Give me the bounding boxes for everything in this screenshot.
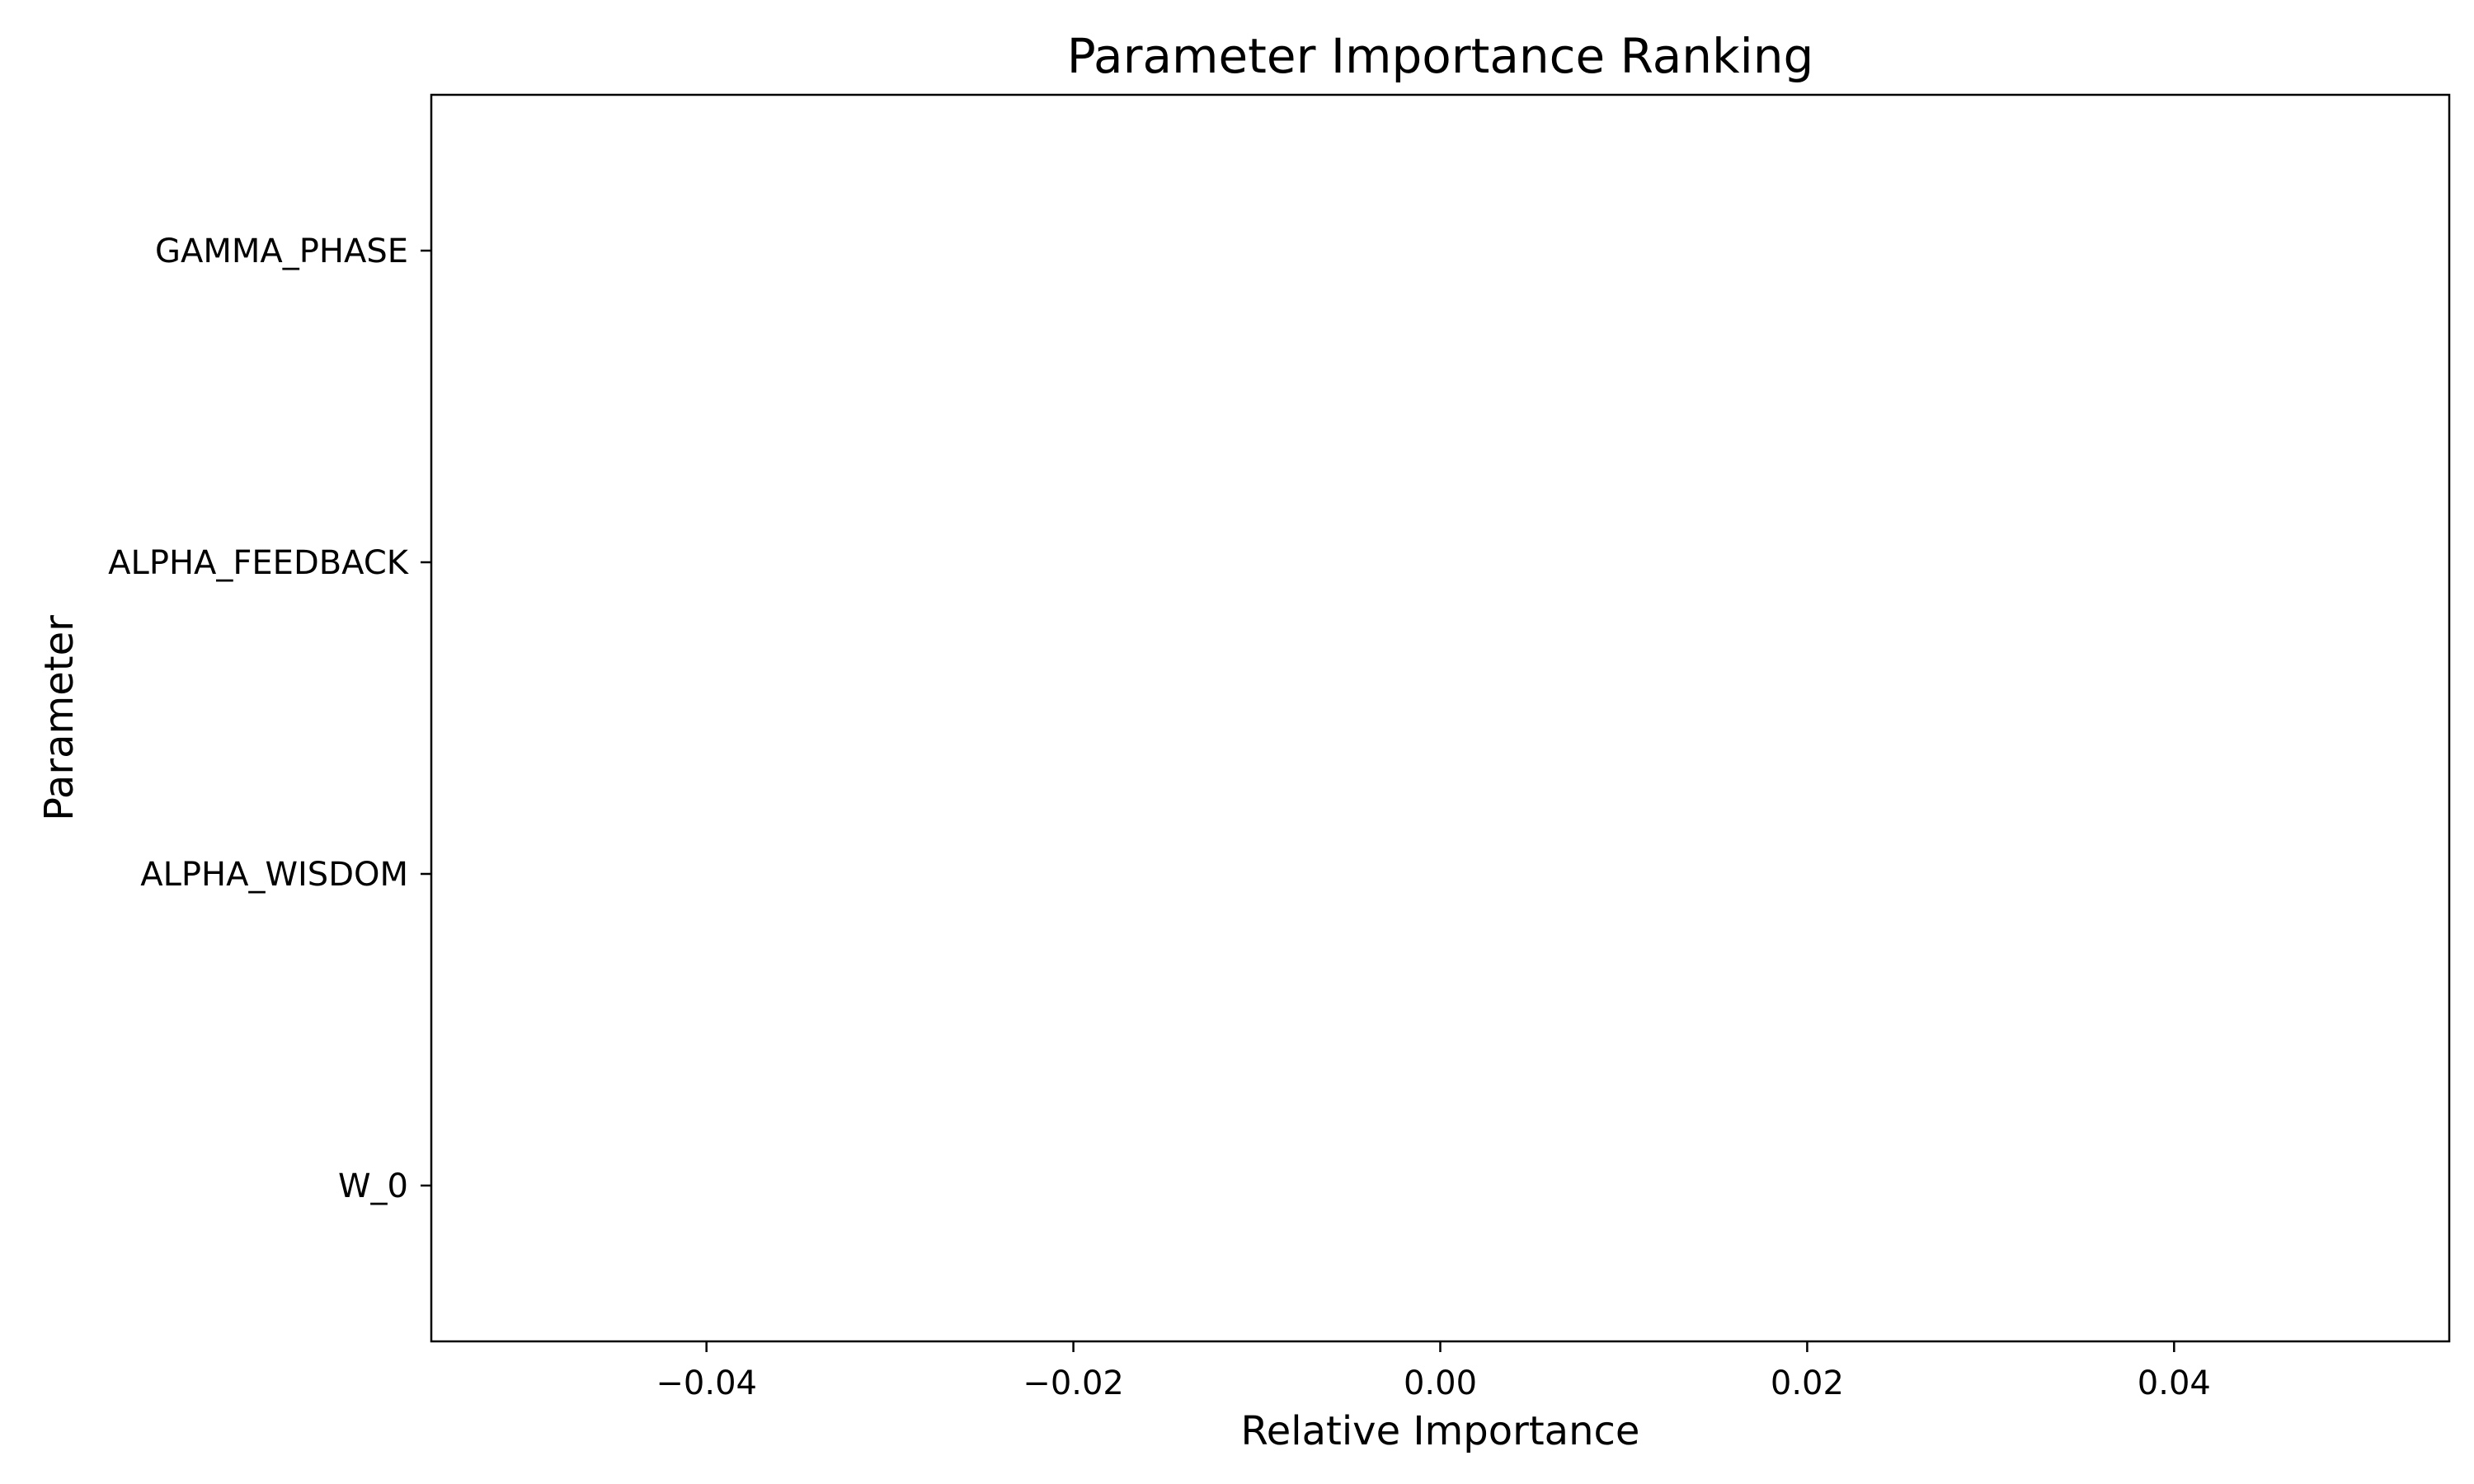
x-tick-label: −0.04 [656, 1364, 757, 1402]
y-tick-label: GAMMA_PHASE [155, 232, 408, 270]
x-tick-label: 0.04 [2138, 1364, 2211, 1402]
chart-title: Parameter Importance Ranking [1067, 28, 1814, 84]
y-axis-ticks: W_0 ALPHA_WISDOM ALPHA_FEEDBACK GAMMA_PHASE [108, 232, 431, 1205]
y-tick-label: ALPHA_FEEDBACK [108, 544, 410, 582]
plot-area-frame [430, 93, 2451, 1343]
y-tick-label: W_0 [338, 1167, 408, 1205]
x-tick-label: 0.00 [1404, 1364, 1477, 1402]
x-axis-label: Relative Importance [1241, 1408, 1640, 1454]
x-tick-label: −0.02 [1023, 1364, 1124, 1402]
x-tick-label: 0.02 [1771, 1364, 1844, 1402]
x-axis-ticks: −0.04 −0.02 0.00 0.02 0.04 [656, 1341, 2211, 1402]
y-tick-label: ALPHA_WISDOM [140, 856, 408, 894]
y-axis-label: Parameter [36, 615, 82, 821]
